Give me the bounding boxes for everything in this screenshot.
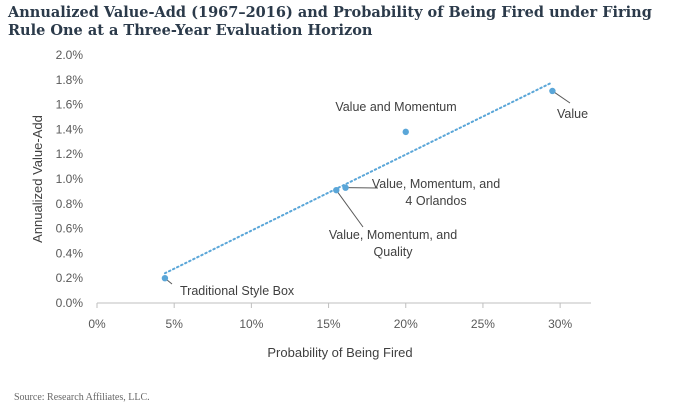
y-tick-label: 2.0% [56,48,84,62]
x-tick-label: 5% [166,317,184,331]
y-tick-label: 0.2% [56,271,84,285]
data-point [161,275,169,282]
y-axis-ticks: 0.0% 0.2% 0.4% 0.6% 0.8% 1.0% 1.2% 1.4% 1.6% 1.8%… [56,48,84,310]
y-tick-label: 1.2% [56,147,84,161]
data-point-label: Traditional Style Box [180,284,295,298]
data-points [161,87,556,282]
data-point-label: Value, Momentum, and Quality [329,228,457,259]
x-axis-ticks: 0% 5% 10% 15% 20% 25% 30% [88,303,572,331]
y-tick-label: 1.6% [56,98,84,112]
leader-line [335,189,364,228]
data-point [342,184,349,191]
y-tick-label: 0.6% [56,222,84,236]
data-point [549,87,556,95]
point-labels: Traditional Style Box Value, Momentum, an… [180,100,588,298]
y-tick-label: 0.4% [56,246,84,260]
label-leader-lines [164,90,571,285]
y-tick-label: 1.4% [56,122,84,136]
y-tick-label: 1.8% [56,73,84,87]
x-tick-label: 30% [548,317,572,331]
y-tick-label: 1.0% [56,172,84,186]
data-point [402,128,409,136]
x-tick-label: 10% [239,317,263,331]
chart-title: Annualized Value-Add (1967–2016) and Pro… [8,4,652,39]
data-point-label: Value [557,107,588,121]
x-tick-label: 25% [471,317,495,331]
x-axis-label: Probability of Being Fired [267,345,412,360]
data-point-label: Value and Momentum [335,100,456,114]
y-tick-label: 0.8% [56,197,84,211]
x-tick-label: 0% [88,317,106,331]
leader-line [552,90,571,104]
trendline [163,81,554,275]
source-note: Source: Research Affiliates, LLC. [14,392,150,403]
x-tick-label: 15% [317,317,341,331]
data-point [333,186,340,194]
y-tick-label: 0.0% [56,296,84,310]
y-axis-label: Annualized Value-Add [30,115,45,243]
data-point-label: Value, Momentum, and 4 Orlandos [372,177,500,208]
scatter-chart: 0.0% 0.2% 0.4% 0.6% 0.8% 1.0% 1.2% 1.4% 1.6% 1.8%… [30,48,591,360]
x-tick-label: 20% [394,317,418,331]
